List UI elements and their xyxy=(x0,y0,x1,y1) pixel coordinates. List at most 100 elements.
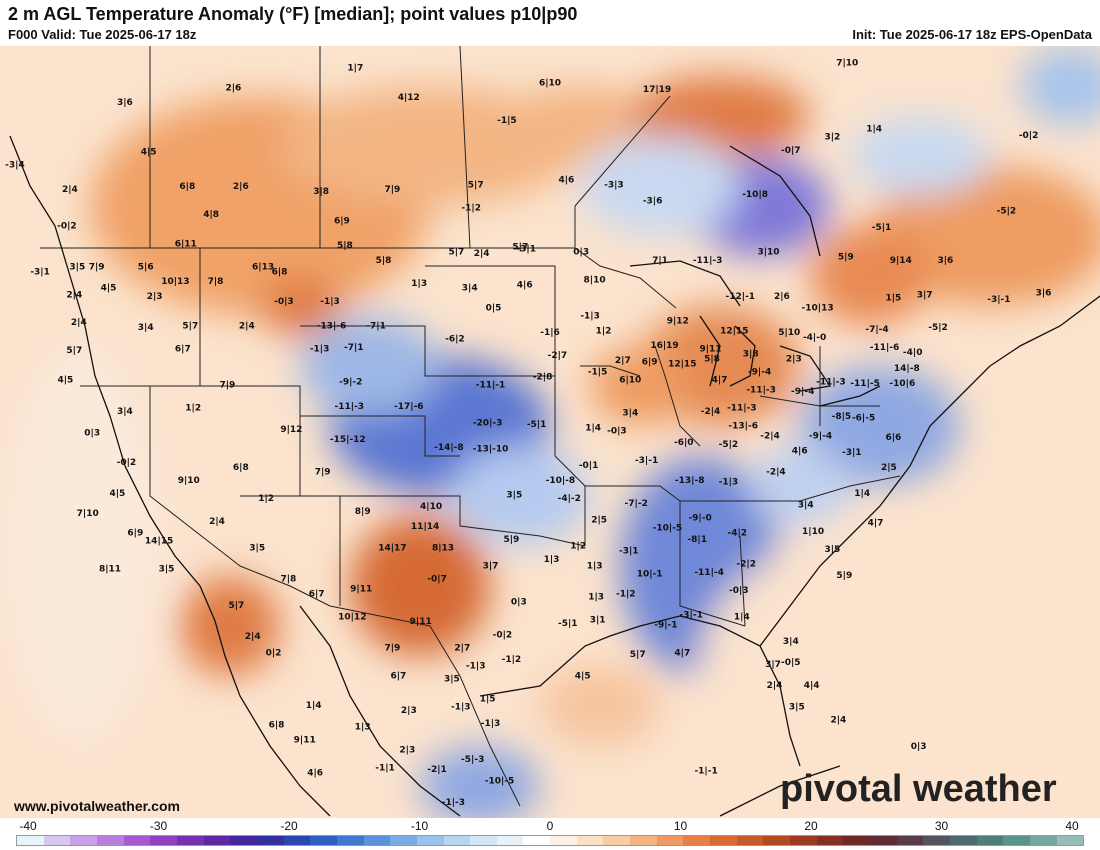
point-value: 2|4 xyxy=(71,318,87,328)
point-value: -11|-3 xyxy=(816,377,846,387)
colorbar-tick-label: -40 xyxy=(19,819,37,833)
colorbar-tick-label: -10 xyxy=(410,819,429,833)
colorbar-swatch xyxy=(150,836,177,845)
point-value: -11|-1 xyxy=(476,381,506,391)
point-value: 3|5 xyxy=(249,543,265,553)
point-value: 9|11 xyxy=(410,617,432,627)
point-value: -1|2 xyxy=(616,589,636,599)
point-value: -10|13 xyxy=(802,304,834,314)
point-value: 5|7 xyxy=(66,346,82,356)
point-value: 6|10 xyxy=(539,78,561,88)
point-value: 9|11 xyxy=(294,735,316,745)
point-value: 5|8 xyxy=(376,256,392,266)
colorbar-swatch xyxy=(283,836,311,845)
point-value: 3|4 xyxy=(798,501,814,511)
point-value: 5|7 xyxy=(182,322,198,332)
point-value: -10|-5 xyxy=(485,777,515,787)
colorbar-tick-label: -30 xyxy=(149,819,168,833)
point-value: 3|5 xyxy=(789,703,805,713)
point-value: -6|2 xyxy=(445,335,465,345)
init-time: Init: Tue 2025-06-17 18z EPS-OpenData xyxy=(852,27,1092,42)
point-value: -1|3 xyxy=(719,478,739,488)
point-value: -1|2 xyxy=(461,203,481,213)
point-value: 10|12 xyxy=(338,612,366,622)
point-value: 1|3 xyxy=(544,555,560,565)
point-value: -6|-5 xyxy=(852,414,875,424)
point-value: -1|6 xyxy=(540,328,560,338)
point-value: 5|9 xyxy=(503,535,519,545)
point-value: 2|4 xyxy=(245,632,261,642)
point-value: -9|-4 xyxy=(791,387,814,397)
coastlines xyxy=(9,135,1100,817)
point-value: 4|5 xyxy=(141,147,157,157)
point-value: 12|15 xyxy=(668,359,696,369)
point-value: 1|5 xyxy=(885,294,901,304)
point-value: 4|4 xyxy=(804,681,820,691)
point-value: -0|2 xyxy=(117,458,137,468)
colorbar-swatch xyxy=(683,836,711,845)
point-value: 8|11 xyxy=(99,565,121,575)
point-value: 2|4 xyxy=(474,249,490,259)
point-value: 10|13 xyxy=(161,277,189,287)
anomaly-shading xyxy=(0,46,1100,818)
colorbar-swatch xyxy=(896,836,924,845)
point-value: 6|8 xyxy=(179,182,195,192)
point-value: -7|1 xyxy=(366,322,386,332)
point-value: 6|7 xyxy=(390,671,406,681)
point-value: 2|6 xyxy=(225,83,241,93)
point-value: -11|-3 xyxy=(693,256,723,266)
point-value: 3|4 xyxy=(138,323,154,333)
colorbar-swatch xyxy=(70,836,97,845)
point-value: 2|5 xyxy=(591,515,607,525)
colorbar-swatch xyxy=(523,836,551,845)
point-value: -2|4 xyxy=(701,407,721,417)
point-value: 3|7 xyxy=(917,290,933,300)
point-value: 0|3 xyxy=(911,742,927,752)
colorbar-tick-label: -20 xyxy=(280,819,298,833)
point-value: 3|6 xyxy=(117,98,133,108)
colorbar-swatch xyxy=(310,836,337,845)
point-value: 1|7 xyxy=(347,64,363,74)
point-value: 6|8 xyxy=(269,721,285,731)
point-value: 7|9 xyxy=(384,185,400,195)
point-value: -3|1 xyxy=(516,244,536,254)
colorbar-swatch xyxy=(443,836,471,845)
point-value: -1|1 xyxy=(375,763,395,773)
point-value: 8|10 xyxy=(584,276,606,286)
colorbar-swatch xyxy=(923,836,950,845)
site-url[interactable]: www.pivotalweather.com xyxy=(14,798,180,814)
colorbar-swatch xyxy=(710,836,737,845)
point-value: 6|13 xyxy=(252,262,274,272)
point-value: -13|-6 xyxy=(317,322,347,332)
point-value: 9|11 xyxy=(699,345,721,355)
point-value: 6|9 xyxy=(642,358,658,368)
colorbar-swatch xyxy=(656,836,684,845)
point-value: -0|3 xyxy=(729,586,749,596)
point-value: -1|3 xyxy=(580,312,600,322)
point-value: 3|4 xyxy=(462,284,478,294)
point-value: -9|-2 xyxy=(339,377,362,387)
point-value: -17|-6 xyxy=(394,402,424,412)
point-value: 2|4 xyxy=(66,290,82,300)
point-value: -9|-4 xyxy=(809,432,832,442)
point-value: -14|-8 xyxy=(434,443,464,453)
point-value: 3|5 xyxy=(69,262,85,272)
point-value: -8|1 xyxy=(687,535,707,545)
point-value: -0|7 xyxy=(427,575,447,585)
point-value: 4|7 xyxy=(674,648,690,658)
point-value: -11|-3 xyxy=(727,404,757,414)
point-value: 2|3 xyxy=(786,354,802,364)
point-value: 4|8 xyxy=(203,210,219,220)
point-value: -15|-12 xyxy=(330,435,366,445)
point-value: -3|4 xyxy=(5,161,25,171)
point-value: -4|0 xyxy=(903,348,923,358)
colorbar-swatch xyxy=(336,836,364,845)
colorbar-swatch xyxy=(203,836,231,845)
point-value: 17|19 xyxy=(643,85,671,95)
point-value: 3|5 xyxy=(824,545,840,555)
colorbar-swatch xyxy=(763,836,791,845)
point-value: -8|5 xyxy=(832,412,852,422)
point-value: -3|1 xyxy=(619,547,639,557)
point-value: -1|5 xyxy=(588,368,608,378)
point-value: -0|5 xyxy=(781,658,801,668)
